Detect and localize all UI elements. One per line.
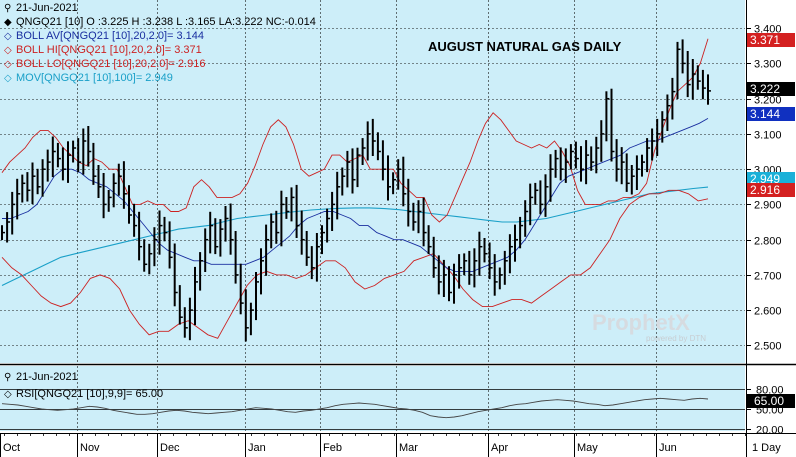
price-label-value: 2.916 bbox=[750, 183, 780, 197]
x-tick-label-apr: Apr bbox=[491, 442, 508, 454]
legend-rsi[interactable]: ◇ RSI[QNGQ21 [10],9,9]= 65.00 bbox=[4, 387, 163, 402]
x-tick-label-oct: Oct bbox=[3, 442, 20, 454]
price-label-value: 3.371 bbox=[750, 33, 780, 47]
magnifier-icon[interactable]: ⚲ bbox=[4, 372, 12, 383]
legend-boll-av-label: BOLL AV[QNGQ21 [10],20,2.0]= 3.144 bbox=[16, 30, 205, 42]
watermark-subtext: powered by DTN bbox=[646, 334, 707, 343]
x-tick-label-jan: Jan bbox=[248, 442, 266, 454]
price-label-box bbox=[747, 107, 795, 121]
x-tick-label-may: May bbox=[577, 442, 598, 454]
rsi-tick-label: 20.00 bbox=[756, 425, 784, 437]
series-rsi-line bbox=[1, 397, 709, 419]
rsi-date: ⚲ 21-Jun-2021 bbox=[4, 371, 78, 383]
rsi-value-label: 65.00 bbox=[754, 394, 784, 408]
diamond-outline-icon: ◇ bbox=[4, 59, 12, 70]
x-tick-label-mar: Mar bbox=[399, 442, 418, 454]
x-tick-label-dec: Dec bbox=[160, 442, 180, 454]
legend-mov-label: MOV[QNGQ21 [10],100]= 2.949 bbox=[16, 72, 173, 84]
period-label[interactable]: 1 Day bbox=[752, 442, 781, 454]
x-tick-label-feb: Feb bbox=[323, 442, 342, 454]
series-boll-lo-line bbox=[1, 189, 709, 339]
price-label-value: 3.144 bbox=[750, 107, 780, 121]
rsi-plot-area bbox=[0, 366, 745, 431]
legend-boll-hi[interactable]: ◇ BOLL HI[QNGQ21 [10],20,2.0]= 3.371 bbox=[4, 43, 202, 58]
diamond-outline-icon: ◇ bbox=[4, 389, 12, 400]
diamond-filled-icon: ◆ bbox=[4, 17, 12, 28]
legend-rsi-label: RSI[QNGQ21 [10],9,9]= 65.00 bbox=[16, 388, 164, 400]
chart-title: AUGUST NATURAL GAS DAILY bbox=[428, 39, 622, 54]
legend-boll-lo-label: BOLL LO[QNGQ21 [10],20,2.0]= 2.916 bbox=[16, 58, 206, 70]
diamond-outline-icon: ◇ bbox=[4, 73, 12, 84]
y-tick-label: 2.800 bbox=[754, 236, 782, 248]
watermark-logo: ProphetX bbox=[592, 310, 690, 335]
price-label-box bbox=[747, 33, 795, 47]
diamond-outline-icon: ◇ bbox=[4, 31, 12, 42]
price-label-box bbox=[747, 172, 795, 186]
rsi-value-box bbox=[747, 394, 795, 408]
x-axis-area bbox=[0, 433, 746, 457]
legend-boll-hi-label: BOLL HI[QNGQ21 [10],20,2.0]= 3.371 bbox=[16, 44, 202, 56]
y-tick-label: 3.300 bbox=[754, 59, 782, 71]
y-tick-label: 2.900 bbox=[754, 200, 782, 212]
diamond-outline-icon: ◇ bbox=[4, 45, 12, 56]
price-label-box bbox=[747, 82, 795, 96]
y-tick-label: 2.600 bbox=[754, 306, 782, 318]
magnifier-icon[interactable]: ⚲ bbox=[4, 3, 12, 14]
price-label-value: 3.222 bbox=[750, 82, 780, 96]
legend-price[interactable]: ◆ QNGQ21 [10] O :3.225 H :3.238 L :3.165 … bbox=[4, 15, 316, 30]
price-label-value: 2.949 bbox=[750, 172, 780, 186]
y-tick-label: 2.700 bbox=[754, 271, 782, 283]
legend-price-label: QNGQ21 [10] O :3.225 H :3.238 L :3.165 L… bbox=[16, 16, 316, 28]
y-axis-area bbox=[746, 0, 796, 457]
legend-boll-lo[interactable]: ◇ BOLL LO[QNGQ21 [10],20,2.0]= 2.916 bbox=[4, 57, 205, 72]
x-tick-label-nov: Nov bbox=[80, 442, 100, 454]
rsi-tick-label: 80.00 bbox=[756, 385, 784, 397]
legend-boll-av[interactable]: ◇ BOLL AV[QNGQ21 [10],20,2.0]= 3.144 bbox=[4, 29, 204, 44]
chart-date: ⚲ 21-Jun-2021 bbox=[4, 2, 78, 14]
y-tick-label: 2.500 bbox=[754, 341, 782, 353]
y-tick-label: 3.200 bbox=[754, 95, 782, 107]
y-tick-label: 3.400 bbox=[754, 24, 782, 36]
price-label-box bbox=[747, 183, 795, 197]
x-tick-label-jun: Jun bbox=[659, 442, 677, 454]
series-mov-line bbox=[1, 186, 709, 286]
legend-mov[interactable]: ◇ MOV[QNGQ21 [10],100]= 2.949 bbox=[4, 71, 173, 86]
y-tick-label: 3.100 bbox=[754, 130, 782, 142]
